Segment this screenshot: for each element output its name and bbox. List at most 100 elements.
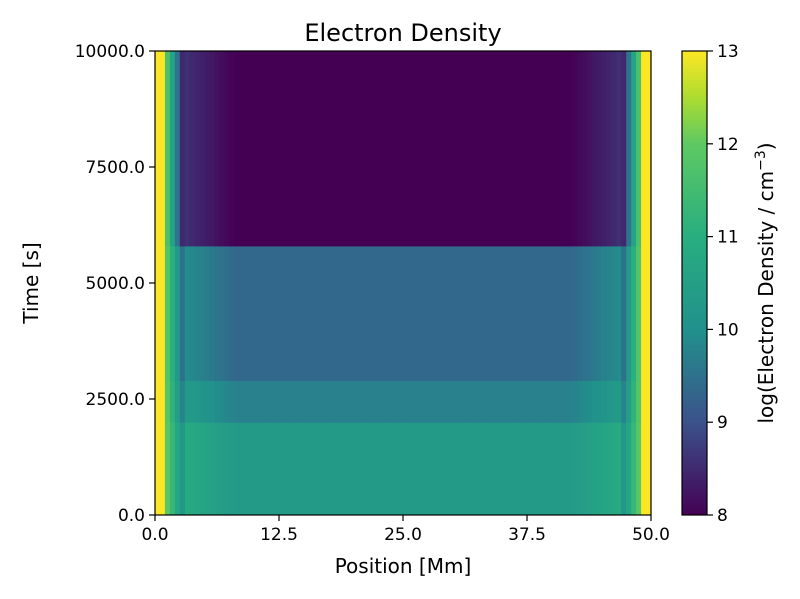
heatmap-cell <box>184 422 191 515</box>
heatmap-cell <box>512 380 518 423</box>
heatmap-cell <box>507 422 513 515</box>
colorbar-tick-label: 8 <box>717 506 728 526</box>
heatmap-cell <box>288 422 295 515</box>
heatmap-cell <box>388 422 394 515</box>
heatmap-cell <box>219 245 226 381</box>
heatmap-cell <box>606 51 612 247</box>
heatmap-cell <box>229 51 235 247</box>
heatmap-cell <box>631 422 637 515</box>
heatmap-cell <box>462 380 469 423</box>
heatmap-cell <box>209 422 216 515</box>
heatmap-cell <box>388 51 394 247</box>
heatmap-cell <box>318 245 325 381</box>
heatmap-cell <box>403 51 409 247</box>
heatmap-cell <box>611 380 617 423</box>
heatmap-cell <box>462 245 469 381</box>
heatmap-cell <box>358 422 364 515</box>
heatmap-cell <box>174 51 181 247</box>
heatmap-cell <box>482 245 488 381</box>
heatmap-cell <box>348 380 354 423</box>
heatmap-cell <box>274 245 280 381</box>
heatmap-cell <box>164 422 171 515</box>
heatmap-cell <box>303 422 310 515</box>
heatmap-cell <box>606 380 612 423</box>
heatmap-cell <box>279 422 285 515</box>
heatmap-cell <box>522 422 528 515</box>
heatmap-cell <box>412 245 419 381</box>
heatmap-cell <box>214 380 221 423</box>
heatmap-cell <box>636 422 642 515</box>
heatmap-cell <box>155 245 161 381</box>
heatmap-cell <box>398 51 404 247</box>
heatmap-cell <box>556 422 563 515</box>
heatmap-cell <box>313 380 320 423</box>
heatmap-cell <box>279 51 285 247</box>
heatmap-cell <box>492 51 498 247</box>
heatmap-cell <box>303 380 310 423</box>
heatmap-cell <box>527 245 533 381</box>
heatmap-cell <box>373 245 379 381</box>
x-axis-label: Position [Mm] <box>335 554 472 578</box>
heatmap-cell <box>338 422 345 515</box>
heatmap-cell <box>566 422 573 515</box>
heatmap-cell <box>621 422 627 515</box>
heatmap-cell <box>467 380 474 423</box>
heatmap-cell <box>343 51 350 247</box>
heatmap-cell <box>591 422 598 515</box>
heatmap-cell <box>636 380 642 423</box>
heatmap-cell <box>254 245 260 381</box>
heatmap-cell <box>209 51 216 247</box>
heatmap-cell <box>328 245 335 381</box>
heatmap-cell <box>576 51 583 247</box>
heatmap-cell <box>591 245 598 381</box>
heatmap-cell <box>422 380 429 423</box>
heatmap-cell <box>437 245 444 381</box>
heatmap-cell <box>442 51 449 247</box>
heatmap-cell <box>616 380 622 423</box>
heatmap-cell <box>358 51 364 247</box>
heatmap-cell <box>507 51 513 247</box>
heatmap-cell <box>274 380 280 423</box>
heatmap-cell <box>264 51 270 247</box>
heatmap-cell <box>432 51 439 247</box>
colorbar-axis: 8 9 10 11 12 13 <box>707 42 739 526</box>
heatmap-cell <box>482 422 488 515</box>
heatmap-cell <box>531 51 538 247</box>
heatmap-cell <box>279 380 285 423</box>
heatmap-cell <box>363 422 369 515</box>
heatmap-cell <box>527 380 533 423</box>
heatmap-cell <box>497 245 503 381</box>
heatmap-cell <box>189 51 196 247</box>
heatmap-cell <box>313 51 320 247</box>
heatmap-cell <box>383 422 389 515</box>
heatmap-cell <box>576 380 583 423</box>
heatmap-cell <box>546 245 553 381</box>
y-tick-label: 0.0 <box>118 506 145 526</box>
heatmap-cell <box>259 380 265 423</box>
heatmap-cell <box>611 51 617 247</box>
colorbar-label-close: ) <box>754 142 778 150</box>
heatmap-cell <box>536 245 543 381</box>
heatmap-cell <box>631 51 637 247</box>
heatmap-cell <box>407 380 414 423</box>
heatmap-cell <box>358 380 364 423</box>
heatmap-cell <box>219 380 226 423</box>
heatmap-cell <box>269 51 275 247</box>
heatmap-cell <box>422 245 429 381</box>
heatmap-cell <box>596 51 602 247</box>
heatmap-cell <box>239 51 245 247</box>
heatmap-cell <box>194 245 201 381</box>
heatmap-cell <box>159 380 166 423</box>
colorbar <box>681 50 708 516</box>
heatmap-cell <box>398 422 404 515</box>
heatmap-cell <box>566 51 573 247</box>
colorbar-tick-label: 13 <box>717 42 739 62</box>
heatmap-cell <box>467 422 474 515</box>
heatmap-cell <box>517 422 523 515</box>
heatmap-cell <box>551 422 558 515</box>
heatmap-cell <box>522 380 528 423</box>
heatmap-cell <box>601 380 607 423</box>
heatmap-cell <box>636 51 642 247</box>
heatmap-cell <box>244 245 250 381</box>
